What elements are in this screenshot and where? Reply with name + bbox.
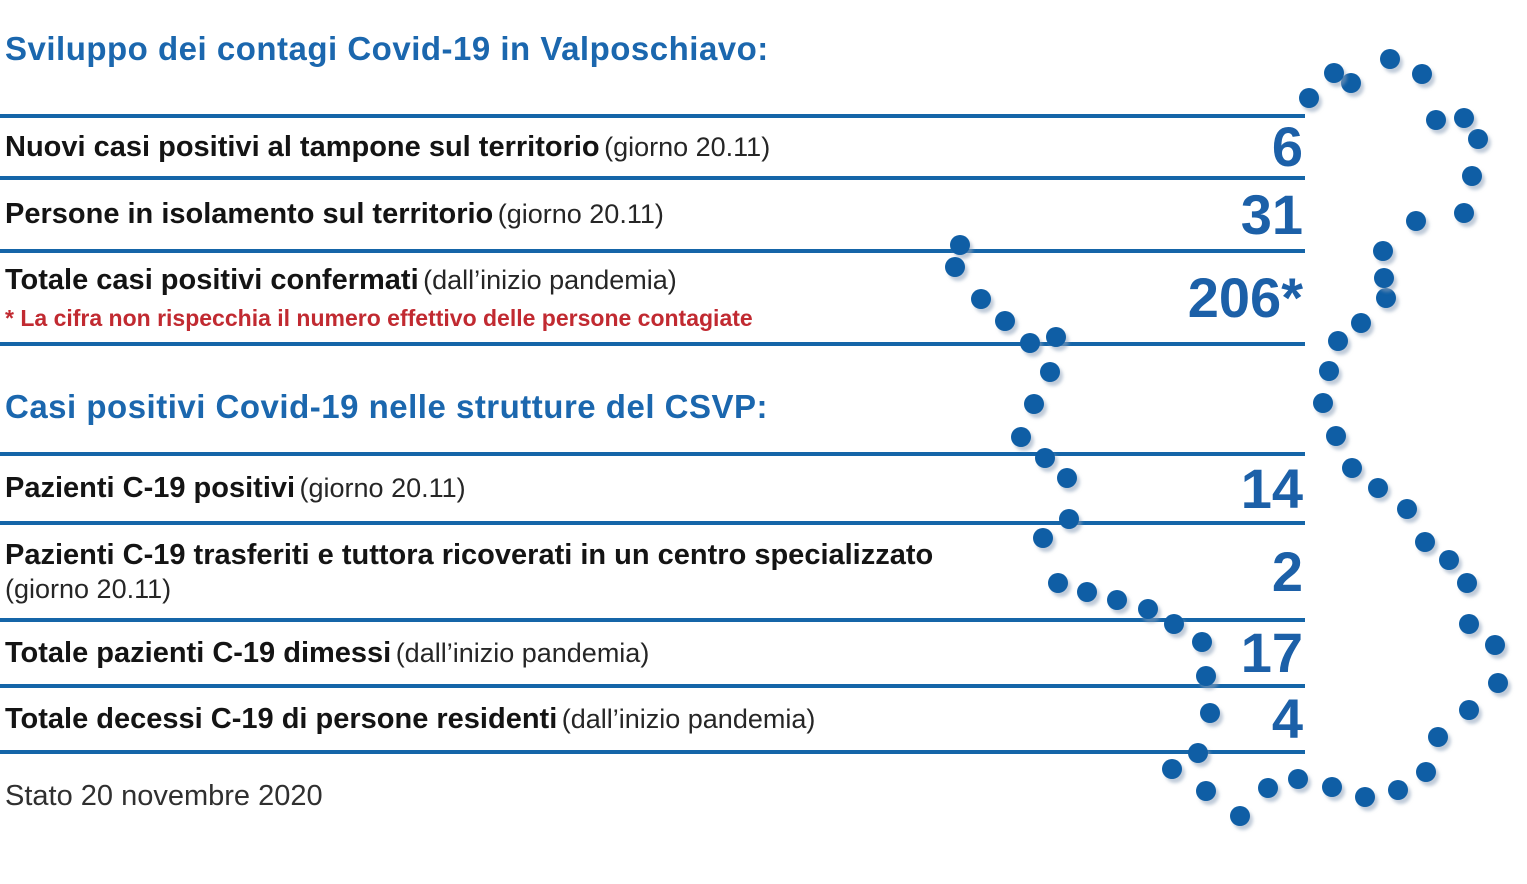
row-label-group: Pazienti C-19 positivi (giorno 20.11) [0,470,466,506]
row-value: 17 [1240,621,1303,684]
table-row: Totale decessi C-19 di persone residenti… [0,688,1305,754]
row-label: Totale casi positivi confermati [5,264,419,296]
row-label: Totale decessi C-19 di persone residenti [5,702,558,735]
row-date-note: (giorno 20.11) [5,573,172,604]
table-row: Pazienti C-19 positivi (giorno 20.11) 14 [0,456,1305,525]
row-date-note: (giorno 20.11) [299,473,466,504]
row-label: Pazienti C-19 positivi [5,472,296,505]
table-row: Persone in isolamento sul territorio (gi… [0,180,1305,253]
row-label-group: Nuovi casi positivi al tampone sul terri… [0,129,770,165]
section-title-csvp: Casi positivi Covid-19 nelle strutture d… [5,388,769,425]
section-title-territory: Sviluppo dei contagi Covid-19 in Valposc… [5,30,769,67]
table-row: Pazienti C-19 trasferiti e tuttora ricov… [0,525,1305,622]
row-label: Totale pazienti C-19 dimessi [5,636,392,669]
row-date-note: (giorno 20.11) [497,199,664,230]
row-value: 206* [1187,265,1303,329]
row-label-group: Totale decessi C-19 di persone residenti… [0,701,815,737]
row-date-note: (dall’inizio pandemia) [395,637,650,668]
table-row: Nuovi casi positivi al tampone sul terri… [0,118,1305,180]
row-date-note: (giorno 20.11) [604,131,771,162]
row-value: 6 [1271,115,1303,178]
row-date-note: (dall’inizio pandemia) [561,703,816,734]
row-value: 14 [1240,456,1303,520]
territory-stats-table: Nuovi casi positivi al tampone sul terri… [0,114,1305,346]
covid-bulletin: Sviluppo dei contagi Covid-19 in Valposc… [0,30,1305,812]
row-label: Nuovi casi positivi al tampone sul terri… [5,130,600,163]
row-label-group: Pazienti C-19 trasferiti e tuttora ricov… [0,537,975,607]
asterisk-footnote: * La cifra non rispecchia il numero effe… [5,305,753,332]
csvp-stats-table: Pazienti C-19 positivi (giorno 20.11) 14… [0,452,1305,754]
row-label-group: Totale pazienti C-19 dimessi (dall’inizi… [0,635,649,671]
row-label: Persone in isolamento sul territorio [5,198,494,231]
status-date: Stato 20 novembre 2020 [5,780,323,812]
row-date-note: (dall’inizio pandemia) [423,265,677,295]
row-label: Pazienti C-19 trasferiti e tuttora ricov… [5,538,934,571]
row-label-group: Totale casi positivi confermati (dall’in… [0,262,753,333]
row-value: 31 [1240,182,1303,246]
row-label-group: Persone in isolamento sul territorio (gi… [0,196,664,232]
row-value: 2 [1271,539,1303,603]
row-value: 4 [1271,687,1303,750]
table-row: Totale casi positivi confermati (dall’in… [0,253,1305,346]
table-row: Totale pazienti C-19 dimessi (dall’inizi… [0,622,1305,688]
